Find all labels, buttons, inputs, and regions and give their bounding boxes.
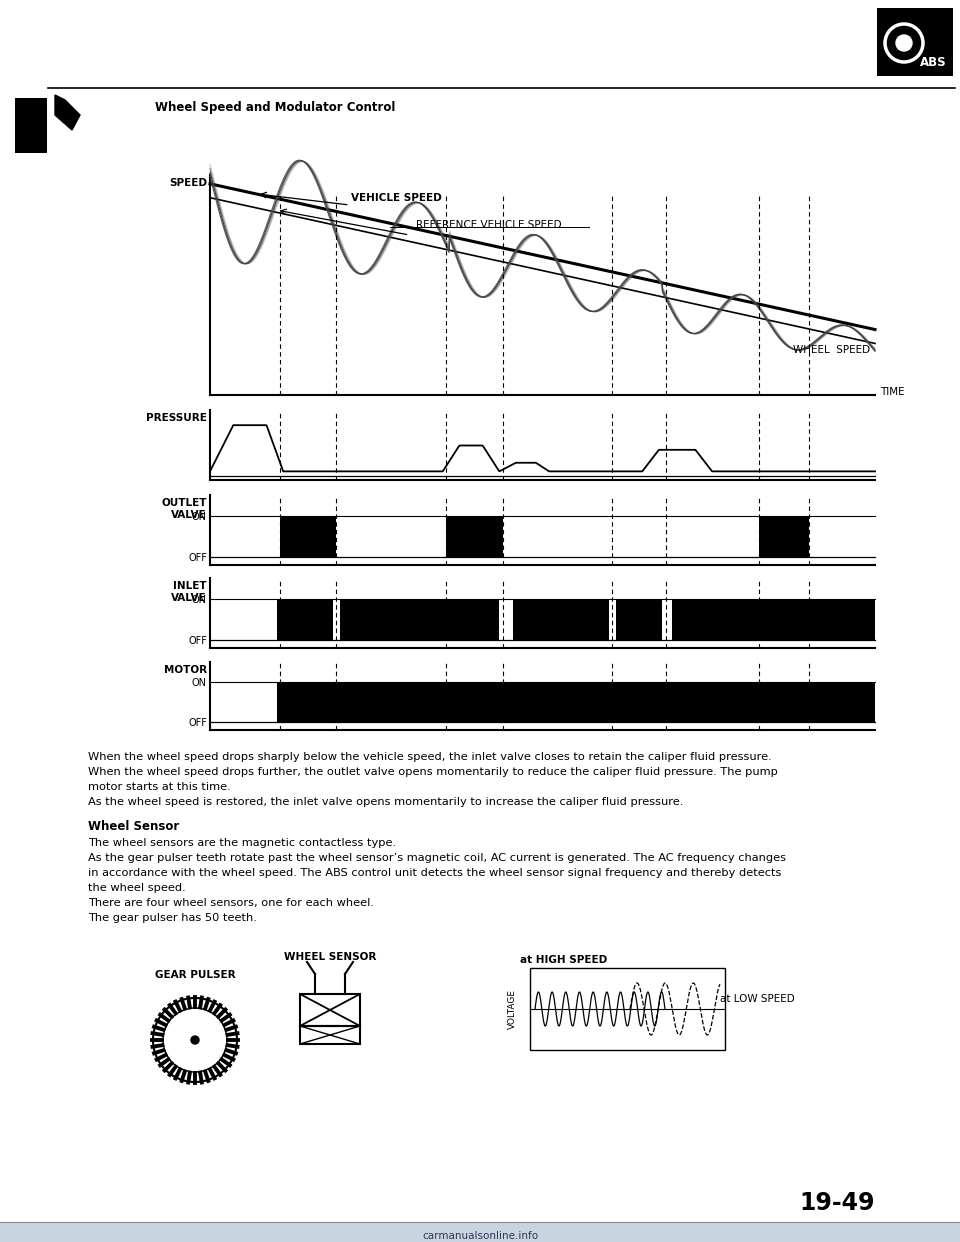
Text: OFF: OFF	[188, 553, 207, 563]
Bar	[446, 515, 503, 556]
Bar	[758, 515, 808, 556]
Text: SPEED: SPEED	[169, 178, 207, 188]
Text: As the wheel speed is restored, the inlet valve opens momentarily to increase th: As the wheel speed is restored, the inle…	[88, 797, 684, 807]
Text: ABS: ABS	[920, 56, 947, 70]
Bar	[333, 597, 340, 641]
Text: As the gear pulser teeth rotate past the wheel sensor’s magnetic coil, AC curren: As the gear pulser teeth rotate past the…	[88, 853, 786, 863]
Text: OFF: OFF	[188, 636, 207, 646]
Text: GEAR PULSER: GEAR PULSER	[155, 970, 235, 980]
Bar	[300, 1026, 360, 1045]
Text: Wheel Speed and Modulator Control: Wheel Speed and Modulator Control	[155, 102, 396, 114]
Text: OUTLET
VALVE: OUTLET VALVE	[161, 498, 207, 520]
Text: motor starts at this time.: motor starts at this time.	[88, 782, 230, 792]
Text: VOLTAGE: VOLTAGE	[508, 989, 516, 1030]
Text: When the wheel speed drops sharply below the vehicle speed, the inlet valve clos: When the wheel speed drops sharply below…	[88, 751, 772, 763]
Text: VEHICLE SPEED: VEHICLE SPEED	[350, 193, 442, 202]
Text: PRESSURE: PRESSURE	[146, 414, 207, 424]
Polygon shape	[55, 94, 80, 130]
Text: MOTOR: MOTOR	[164, 664, 207, 674]
Circle shape	[191, 1036, 199, 1045]
Text: ON: ON	[192, 512, 207, 522]
Bar	[877, 7, 953, 76]
Text: The gear pulser has 50 teeth.: The gear pulser has 50 teeth.	[88, 913, 257, 923]
Text: TIME: TIME	[880, 388, 904, 397]
Text: There are four wheel sensors, one for each wheel.: There are four wheel sensors, one for ea…	[88, 898, 374, 908]
Text: 19-49: 19-49	[800, 1191, 875, 1215]
Text: carmanualsonline.info: carmanualsonline.info	[422, 1231, 538, 1241]
Text: Wheel Sensor: Wheel Sensor	[88, 820, 180, 833]
Bar	[530, 968, 725, 1049]
Text: at HIGH SPEED: at HIGH SPEED	[520, 955, 608, 965]
Text: WHEEL  SPEED: WHEEL SPEED	[793, 345, 870, 355]
Bar	[609, 597, 615, 641]
Bar	[499, 597, 513, 641]
Bar	[276, 682, 875, 722]
Text: INLET
VALVE: INLET VALVE	[172, 581, 207, 604]
Text: REFERENCE VEHICLE SPEED: REFERENCE VEHICLE SPEED	[417, 220, 563, 230]
Text: ON: ON	[192, 595, 207, 605]
Bar	[0, 1222, 960, 1242]
Text: WHEEL SENSOR: WHEEL SENSOR	[284, 953, 376, 963]
Bar	[662, 597, 672, 641]
Circle shape	[896, 35, 912, 51]
FancyBboxPatch shape	[15, 98, 47, 153]
Text: the wheel speed.: the wheel speed.	[88, 883, 185, 893]
Text: in accordance with the wheel speed. The ABS control unit detects the wheel senso: in accordance with the wheel speed. The …	[88, 868, 781, 878]
Bar	[279, 515, 336, 556]
Text: ON: ON	[192, 678, 207, 688]
Text: The wheel sensors are the magnetic contactless type.: The wheel sensors are the magnetic conta…	[88, 838, 396, 848]
Text: at LOW SPEED: at LOW SPEED	[720, 994, 795, 1004]
Text: When the wheel speed drops further, the outlet valve opens momentarily to reduce: When the wheel speed drops further, the …	[88, 768, 778, 777]
Bar	[276, 599, 875, 640]
Bar	[300, 994, 360, 1026]
Text: OFF: OFF	[188, 718, 207, 728]
